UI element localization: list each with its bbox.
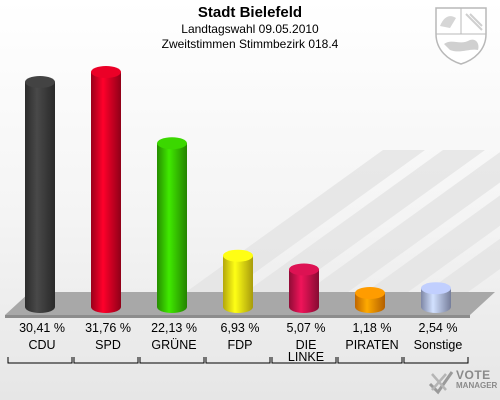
bar-top-cap	[91, 66, 121, 78]
category-bracket	[139, 357, 205, 364]
category-label: SPD	[95, 338, 121, 352]
bar-top-cap	[157, 137, 187, 150]
value-label: 2,54 %	[419, 321, 458, 335]
bar	[223, 255, 253, 313]
chart-subtitle-district: Zweitstimmen Stimmbezirk 018.4	[161, 37, 339, 51]
value-label: 31,76 %	[85, 321, 131, 335]
chart-title-block: Stadt Bielefeld Landtagswahl 09.05.2010 …	[0, 4, 500, 52]
category-bracket	[403, 357, 469, 364]
category-bracket	[73, 357, 139, 364]
logo-text-manager: MANAGER	[456, 381, 498, 390]
bar	[421, 288, 451, 313]
value-label: 30,41 %	[19, 321, 65, 335]
bar	[91, 72, 121, 313]
vote-manager-logo: VOTE MANAGER	[426, 368, 498, 398]
category-bracket	[271, 357, 337, 364]
category-label: Sonstige	[414, 338, 463, 352]
value-label: 6,93 %	[221, 321, 260, 335]
bar-top-cap	[25, 75, 55, 88]
logo-text-vote: VOTE	[456, 368, 491, 382]
category-label: GRÜNE	[151, 338, 196, 352]
bar	[157, 143, 187, 313]
background-stripe	[295, 152, 500, 300]
bar-top-cap	[421, 282, 451, 295]
bar-top-cap	[223, 249, 253, 262]
category-bracket	[205, 357, 271, 364]
bar	[25, 81, 55, 313]
value-label: 5,07 %	[287, 321, 326, 335]
chart-subtitle-election: Landtagswahl 09.05.2010	[181, 22, 319, 36]
background-stripe	[355, 195, 500, 300]
background-stripe	[235, 150, 485, 300]
category-label: LINKE	[288, 350, 324, 364]
value-label: 22,13 %	[151, 321, 197, 335]
category-label: CDU	[28, 338, 55, 352]
bar-top-cap	[355, 287, 385, 299]
category-label: FDP	[228, 338, 253, 352]
category-bracket	[337, 357, 403, 364]
chart-title: Stadt Bielefeld	[197, 4, 303, 21]
category-label: DIE	[296, 338, 317, 352]
checkmark-x-icon	[428, 371, 454, 395]
chart-floor-edge	[5, 315, 470, 318]
category-label: PIRATEN	[345, 338, 398, 352]
bar-top-cap	[289, 263, 319, 276]
value-label: 1,18 %	[353, 321, 392, 335]
category-bracket	[7, 357, 73, 364]
nrw-coat-of-arms-icon	[435, 7, 487, 65]
bar	[289, 269, 319, 313]
